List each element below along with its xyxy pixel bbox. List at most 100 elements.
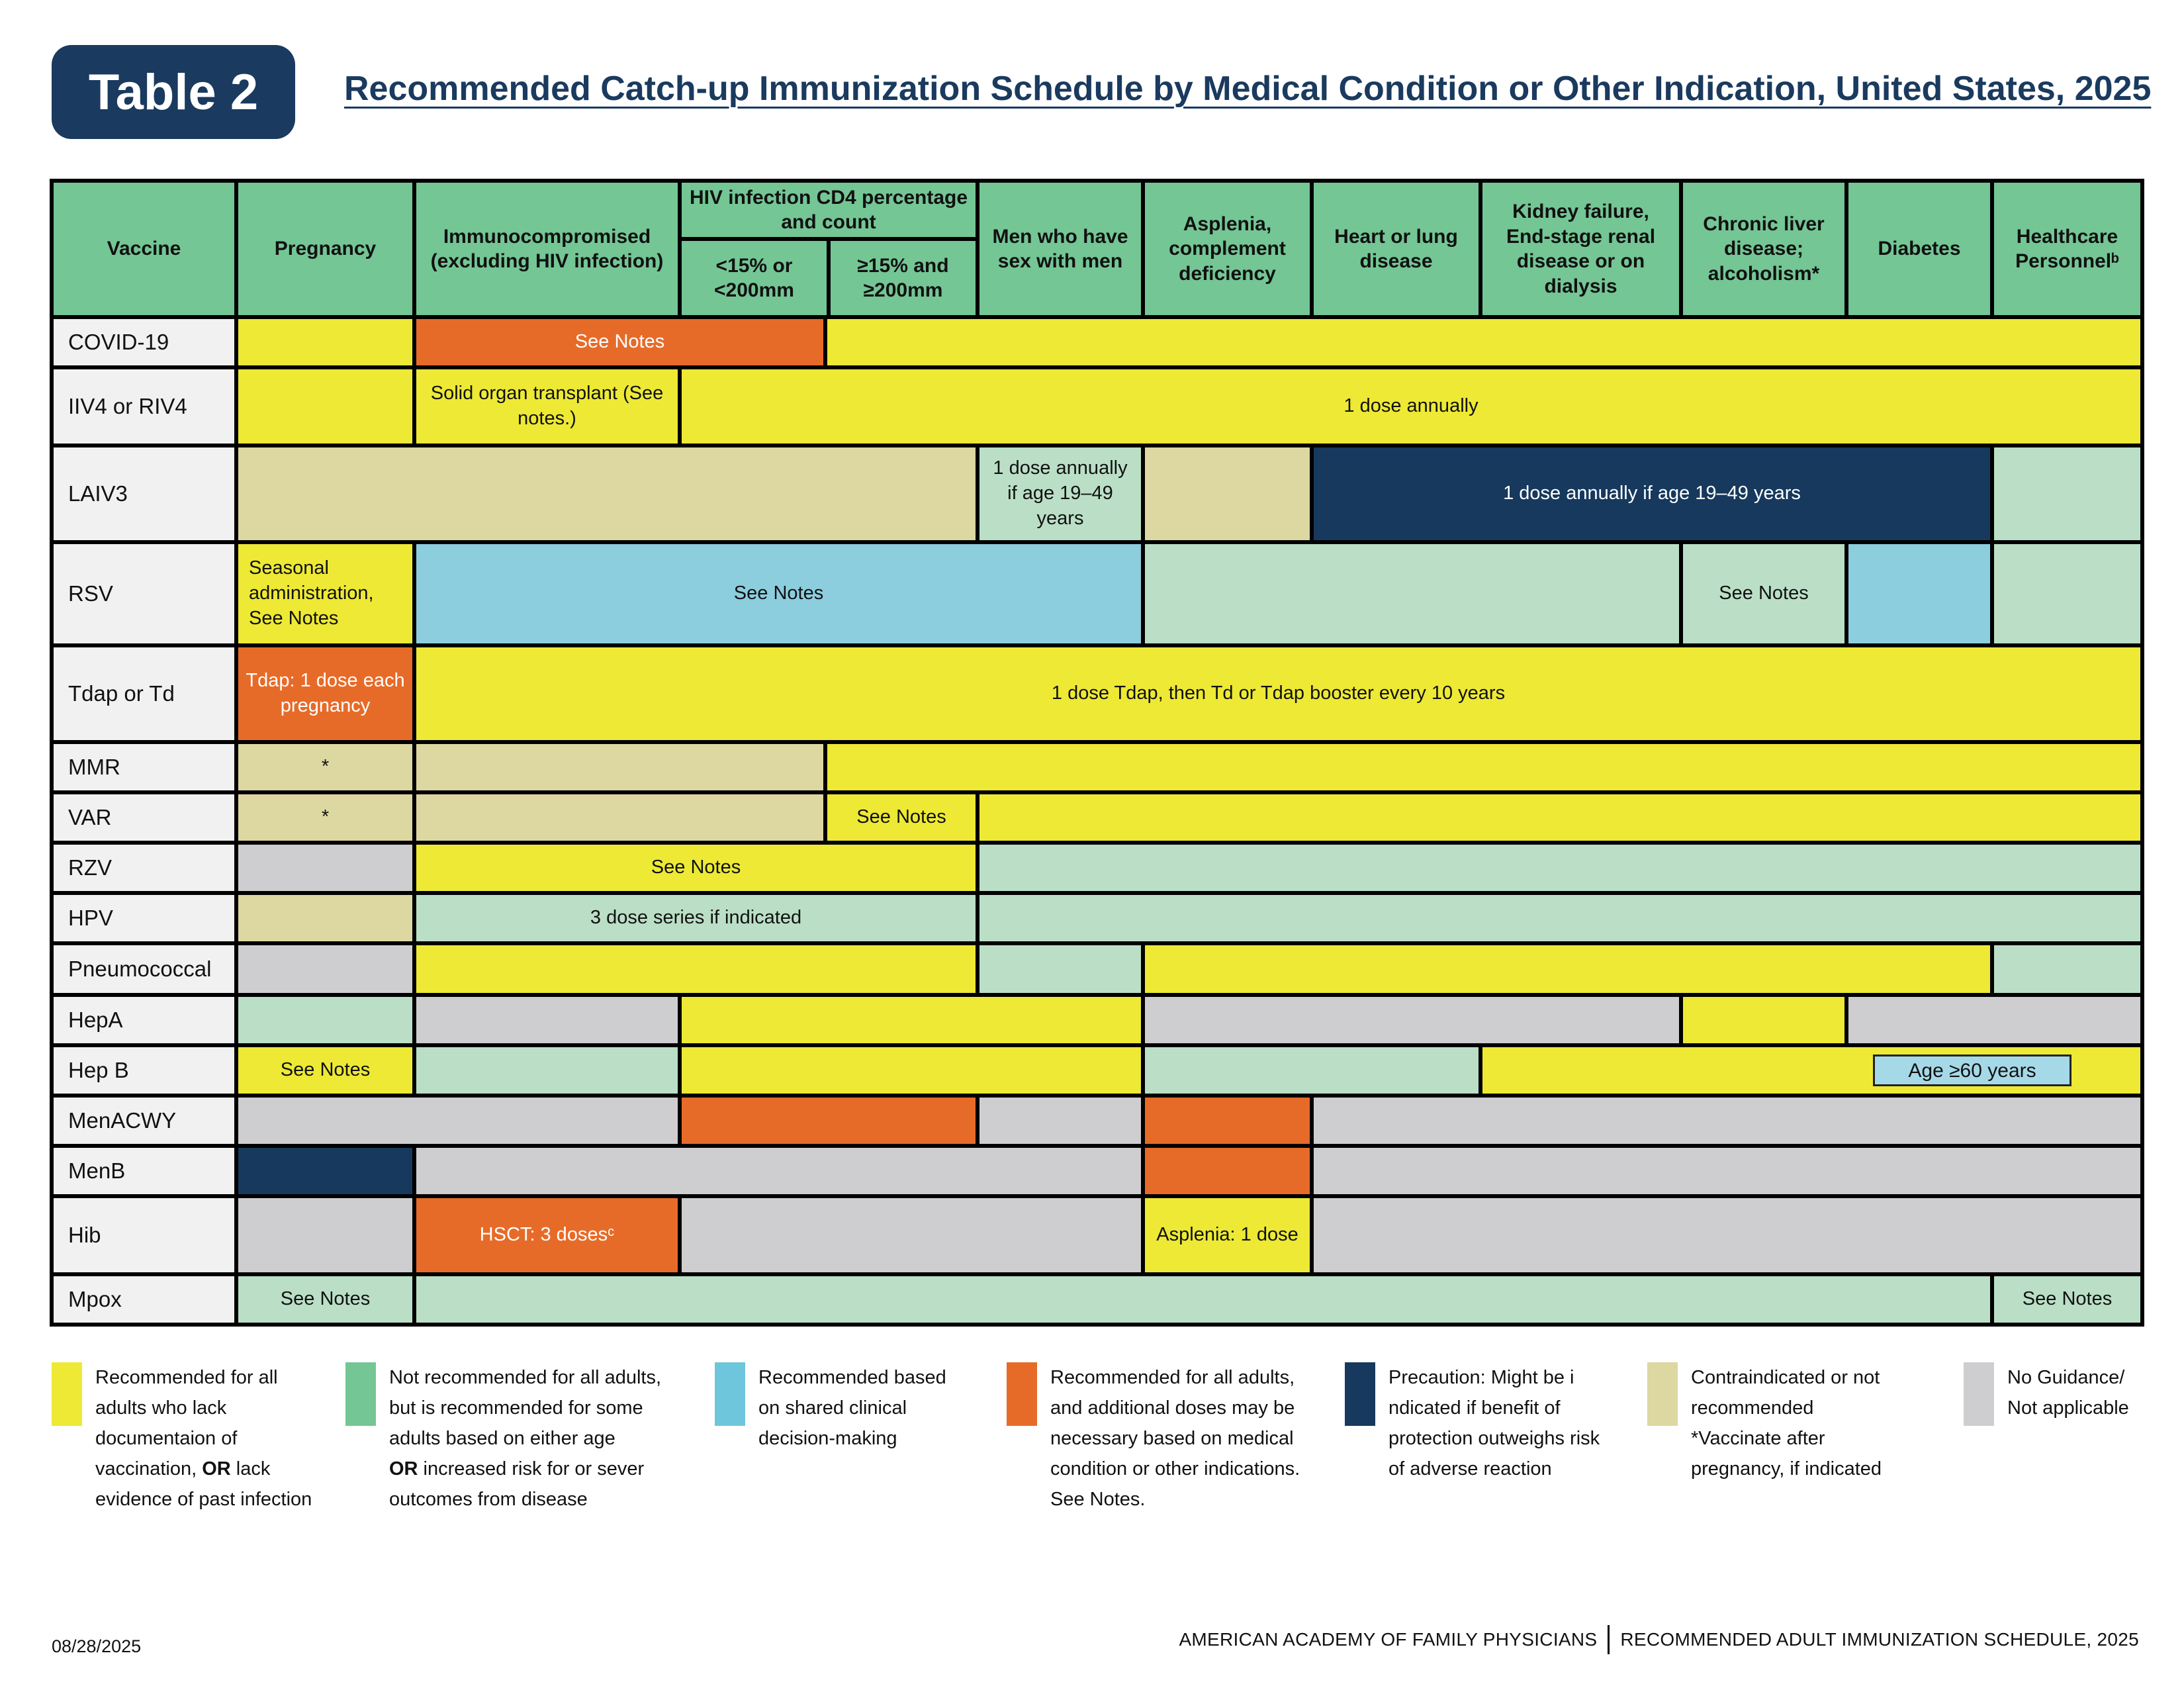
cell-menacwy-col7 (1145, 1098, 1310, 1144)
vaccine-label: RZV (68, 855, 112, 880)
legend-line: recommended (1691, 1393, 1882, 1423)
footer-attribution: AMERICAN ACADEMY OF FAMILY PHYSICIANS RE… (1179, 1625, 2139, 1654)
cell-text: 1 dose annually (1343, 395, 1479, 417)
legend-text-segment: Recommended for all adults, (1050, 1367, 1295, 1388)
legend-swatch-legend-green (345, 1362, 376, 1426)
cell-hpv-col2 (238, 895, 412, 941)
cell-rsv-col10: See Notes (1683, 544, 1844, 643)
cell-rsv-col2: Seasonal administration, See Notes (238, 544, 412, 643)
column-header-asplenia-complement-deficiency: Asplenia, complement deficiency (1145, 183, 1310, 315)
legend-text-segment: pregnancy, if indicated (1691, 1458, 1882, 1479)
cell-laiv3-col7 (1145, 447, 1310, 540)
column-header-label: <15% or <200mm (714, 254, 794, 302)
footer-separator (1608, 1625, 1610, 1654)
column-header-label: Men who have sex with men (992, 225, 1128, 273)
footer-date: 08/28/2025 (52, 1636, 142, 1656)
cell-tdap-or-td-col3-12: 1 dose Tdap, then Td or Tdap booster eve… (416, 647, 2140, 740)
legend-swatch-tan (1647, 1362, 1678, 1426)
column-header-label: Diabetes (1878, 238, 1961, 260)
legend-line: ndicated if benefit of (1388, 1393, 1600, 1423)
cell-laiv3-col12 (1994, 447, 2140, 540)
legend-swatch-navy (1345, 1362, 1375, 1426)
legend-item-tan: Contraindicated or not recommended *Vaccin… (1647, 1362, 1882, 1484)
vaccine-label-var: VAR (54, 794, 234, 841)
vaccine-label: LAIV3 (68, 481, 128, 506)
cell-pneumococcal-col3-5 (416, 945, 976, 993)
cell-menb-col7 (1145, 1148, 1310, 1194)
legend-line: protection outweighs risk (1388, 1423, 1600, 1454)
age-badge: Age ≥60 years (1873, 1055, 2071, 1086)
legend-text: Contraindicated or not recommended *Vaccin… (1691, 1362, 1882, 1484)
cell-hpv-col6-12 (979, 895, 2140, 941)
cell-text: 3 dose series if indicated (590, 907, 802, 929)
cell-text: See Notes (2022, 1288, 2113, 1310)
cell-menacwy-col4-5 (682, 1098, 976, 1144)
column-header-label: Immunocompromised (excluding HIV infecti… (430, 225, 664, 273)
immunization-schedule-table: Vaccine Pregnancy Immunocompromised (exclu… (50, 179, 2144, 1327)
cell-text: Seasonal administration, See Notes (249, 557, 374, 629)
column-header-label: Heart or lung disease (1334, 225, 1458, 273)
vaccine-label-pneumococcal: Pneumococcal (54, 945, 234, 993)
vaccine-label: Pneumococcal (68, 957, 212, 981)
cell-rsv-col12 (1994, 544, 2140, 643)
legend-text-segment: No Guidance/ (2007, 1367, 2125, 1388)
cell-menacwy-col8-12 (1314, 1098, 2140, 1144)
legend-text-segment: *Vaccinate after (1691, 1428, 1825, 1449)
legend-text: Recommended for all adults who lack docume… (95, 1362, 312, 1515)
legend-text-segment: of adverse reaction (1388, 1458, 1552, 1479)
cell-rsv-col7-9 (1145, 544, 1679, 643)
cell-text: See Notes (856, 806, 946, 828)
legend-line: evidence of past infection (95, 1484, 312, 1515)
legend-line: OR increased risk for or sever (389, 1454, 661, 1484)
legend-text: Recommended based on shared clinical decis… (758, 1362, 946, 1454)
cell-var-col2: * (238, 794, 412, 841)
page-title: Recommended Catch-up Immunization Schedu… (344, 70, 2152, 108)
cell-mpox-col2: See Notes (238, 1276, 412, 1323)
cell-hep-b-col2: See Notes (238, 1047, 412, 1094)
legend-text-segment: necessary based on medical (1050, 1428, 1294, 1449)
cell-text: See Notes (733, 583, 824, 604)
legend-line: documentaion of (95, 1423, 312, 1454)
cell-mmr-col2: * (238, 744, 412, 790)
vaccine-label-hep-b: Hep B (54, 1047, 234, 1094)
vaccine-label-covid-19: COVID-19 (54, 319, 234, 365)
table-number-label: Table 2 (88, 64, 259, 120)
cell-hep-b-col7-8 (1145, 1047, 1479, 1094)
column-header-label: Vaccine (107, 238, 181, 260)
cell-menb-col2 (238, 1148, 412, 1194)
vaccine-label: RSV (68, 581, 113, 606)
legend-line: outcomes from disease (389, 1484, 661, 1515)
legend-text-segment: Recommended based (758, 1367, 946, 1388)
table-number-badge: Table 2 (52, 45, 295, 139)
column-header-label: Pregnancy (274, 238, 377, 260)
cell-hep-b-col4-6 (682, 1047, 1141, 1094)
cell-hepa-col3 (416, 997, 678, 1043)
column-header-kidney-failure-end-stage-renal-disease-or-on-dialysis: Kidney failure, End-stage renal disease … (1482, 183, 1679, 315)
legend-text-segment: Recommended for all (95, 1367, 278, 1388)
cell-text: Tdap: 1 dose each pregnancy (246, 670, 405, 716)
cell-hib-col4-6 (682, 1198, 1141, 1272)
vaccine-label-hpv: HPV (54, 895, 234, 941)
cell-rsv-col11 (1848, 544, 1990, 643)
legend-text-segment: Precaution: Might be i (1388, 1367, 1574, 1388)
column-header-label: HIV infection CD4 percentage and count (689, 186, 968, 234)
vaccine-label-mmr: MMR (54, 744, 234, 790)
cell-iiv4-or-riv4-col4-12: 1 dose annually (682, 369, 2140, 444)
cell-laiv3-col6: 1 dose annually if age 19–49 years (979, 447, 1141, 540)
column-header-immunocompromised-excluding-hiv-infection: Immunocompromised (excluding HIV infecti… (416, 183, 678, 315)
legend-text-segment: See Notes. (1050, 1489, 1146, 1510)
legend-text-segment: OR (389, 1458, 418, 1479)
vaccine-label: Hep B (68, 1058, 129, 1082)
cell-menacwy-col6 (979, 1098, 1141, 1144)
legend-line: No Guidance/ (2007, 1362, 2129, 1393)
cell-text: 1 dose annually if age 19–49 years (1503, 483, 1801, 504)
legend-swatch-yellow (52, 1362, 82, 1426)
legend-text: Not recommended for all adults, but is re… (389, 1362, 661, 1515)
cell-text: See Notes (574, 331, 665, 353)
cell-hepa-col11-12 (1848, 997, 2140, 1043)
cell-covid-19-col5-12 (827, 319, 2140, 365)
cell-hpv-col3-5: 3 dose series if indicated (416, 895, 976, 941)
column-header-label: Healthcare Personnelᵇ (2015, 225, 2119, 273)
vaccine-label-hepa: HepA (54, 997, 234, 1043)
legend-text-segment: Not recommended for all adults, (389, 1367, 662, 1388)
